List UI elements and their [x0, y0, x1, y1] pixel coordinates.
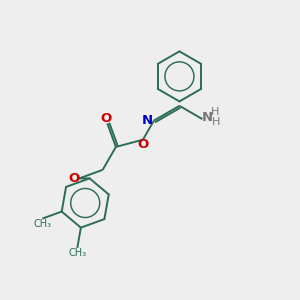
Text: O: O: [100, 112, 112, 124]
Text: O: O: [137, 138, 148, 151]
Text: CH₃: CH₃: [33, 219, 51, 229]
Text: H: H: [211, 107, 219, 117]
Text: O: O: [68, 172, 80, 185]
Text: CH₃: CH₃: [68, 248, 86, 258]
Text: N: N: [142, 114, 153, 127]
Text: N: N: [202, 111, 213, 124]
Text: H: H: [212, 117, 220, 127]
